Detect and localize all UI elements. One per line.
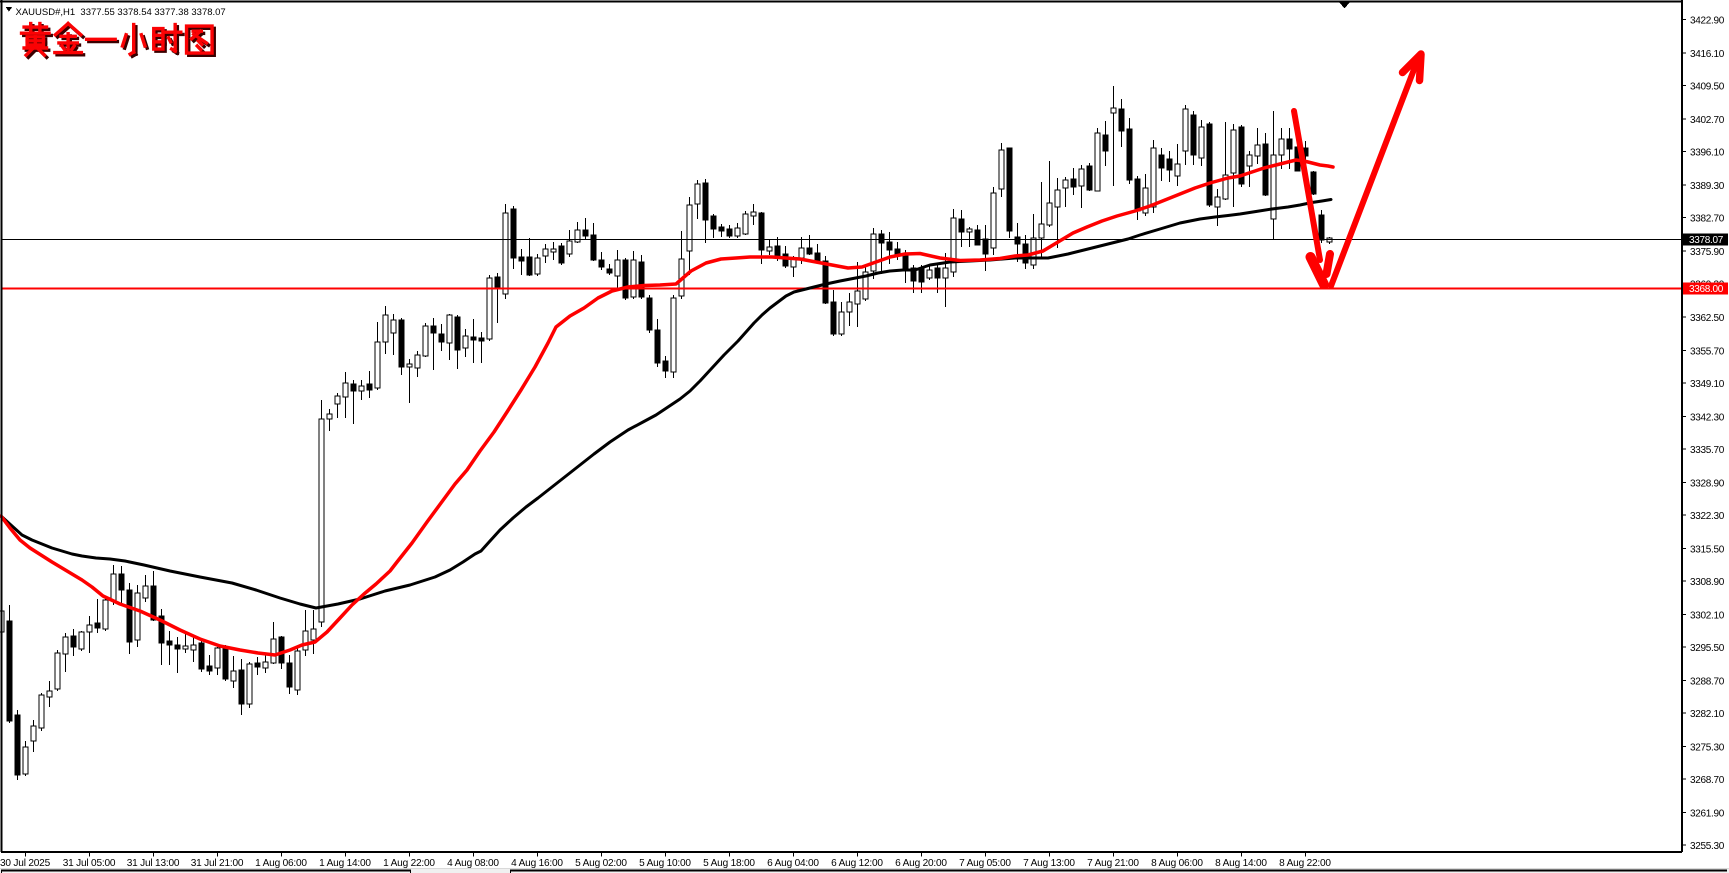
svg-text:3255.30: 3255.30: [1690, 841, 1725, 852]
svg-text:3389.30: 3389.30: [1690, 181, 1725, 192]
svg-text:6 Aug 04:00: 6 Aug 04:00: [767, 858, 819, 869]
svg-text:3378.07: 3378.07: [1689, 235, 1724, 246]
svg-text:3416.10: 3416.10: [1690, 49, 1725, 60]
svg-text:3368.00: 3368.00: [1689, 284, 1724, 295]
svg-text:3402.70: 3402.70: [1690, 115, 1725, 126]
svg-text:6 Aug 12:00: 6 Aug 12:00: [831, 858, 883, 869]
svg-text:6 Aug 20:00: 6 Aug 20:00: [895, 858, 947, 869]
svg-text:7 Aug 21:00: 7 Aug 21:00: [1087, 858, 1139, 869]
svg-text:1 Aug 22:00: 1 Aug 22:00: [383, 858, 435, 869]
svg-text:3422.90: 3422.90: [1690, 15, 1725, 26]
svg-text:31 Jul 13:00: 31 Jul 13:00: [127, 858, 180, 869]
svg-text:3268.70: 3268.70: [1690, 775, 1725, 786]
svg-text:XAUUSD#,H1 3377.55 3378.54 33: XAUUSD#,H1 3377.55 3378.54 3377.38 3378.…: [16, 7, 226, 18]
svg-text:31 Jul 05:00: 31 Jul 05:00: [63, 858, 116, 869]
svg-text:3349.10: 3349.10: [1690, 379, 1725, 390]
svg-text:30 Jul 2025: 30 Jul 2025: [0, 858, 51, 869]
svg-text:3295.50: 3295.50: [1690, 643, 1725, 654]
svg-text:8 Aug 06:00: 8 Aug 06:00: [1151, 858, 1203, 869]
svg-text:3355.70: 3355.70: [1690, 346, 1725, 357]
svg-text:3409.50: 3409.50: [1690, 81, 1725, 92]
svg-text:3328.90: 3328.90: [1690, 478, 1725, 489]
svg-text:3335.70: 3335.70: [1690, 445, 1725, 456]
svg-text:3275.30: 3275.30: [1690, 742, 1725, 753]
svg-text:5 Aug 10:00: 5 Aug 10:00: [639, 858, 691, 869]
svg-text:3375.90: 3375.90: [1690, 247, 1725, 258]
svg-text:3396.10: 3396.10: [1690, 147, 1725, 158]
svg-text:3362.50: 3362.50: [1690, 313, 1725, 324]
svg-text:7 Aug 05:00: 7 Aug 05:00: [959, 858, 1011, 869]
svg-text:1 Aug 06:00: 1 Aug 06:00: [255, 858, 307, 869]
svg-text:3282.10: 3282.10: [1690, 709, 1725, 720]
svg-text:3308.90: 3308.90: [1690, 577, 1725, 588]
svg-text:8 Aug 22:00: 8 Aug 22:00: [1279, 858, 1331, 869]
svg-text:3382.70: 3382.70: [1690, 213, 1725, 224]
svg-text:5 Aug 18:00: 5 Aug 18:00: [703, 858, 755, 869]
svg-text:7 Aug 13:00: 7 Aug 13:00: [1023, 858, 1075, 869]
svg-text:3288.70: 3288.70: [1690, 676, 1725, 687]
svg-text:3322.30: 3322.30: [1690, 511, 1725, 522]
svg-text:4 Aug 08:00: 4 Aug 08:00: [447, 858, 499, 869]
svg-text:3302.10: 3302.10: [1690, 610, 1725, 621]
svg-text:3261.90: 3261.90: [1690, 808, 1725, 819]
svg-text:1 Aug 14:00: 1 Aug 14:00: [319, 858, 371, 869]
svg-text:31 Jul 21:00: 31 Jul 21:00: [191, 858, 244, 869]
svg-text:3315.50: 3315.50: [1690, 544, 1725, 555]
svg-text:5 Aug 02:00: 5 Aug 02:00: [575, 858, 627, 869]
svg-text:3342.30: 3342.30: [1690, 412, 1725, 423]
svg-text:4 Aug 16:00: 4 Aug 16:00: [511, 858, 563, 869]
svg-text:8 Aug 14:00: 8 Aug 14:00: [1215, 858, 1267, 869]
